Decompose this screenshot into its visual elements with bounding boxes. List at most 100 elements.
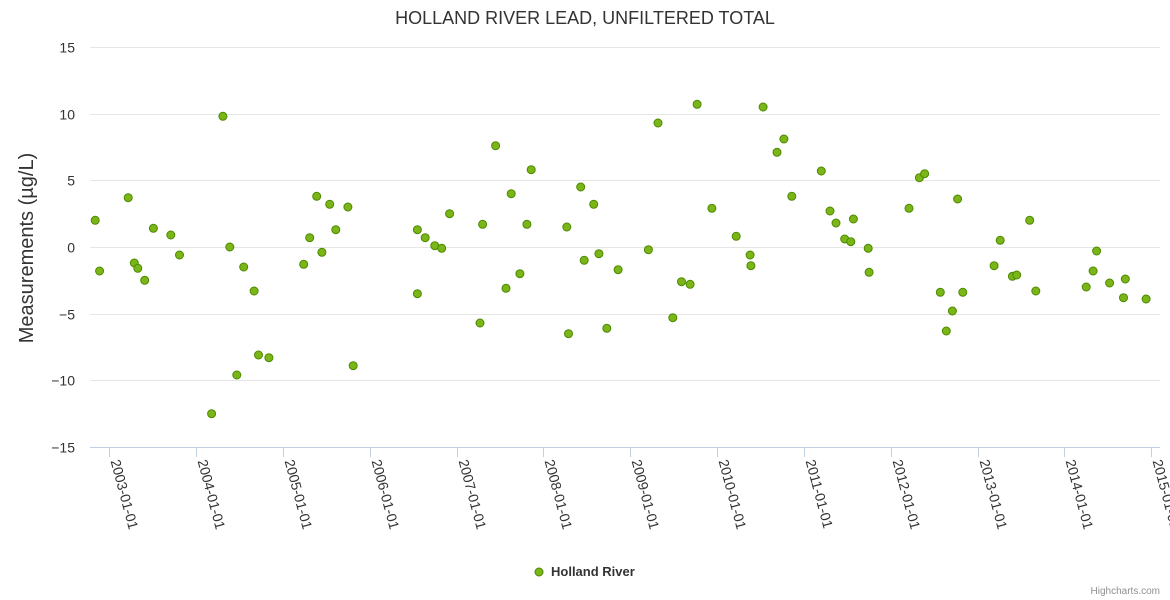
data-point[interactable] bbox=[166, 230, 176, 240]
data-point[interactable] bbox=[225, 242, 235, 252]
data-point[interactable] bbox=[1120, 274, 1130, 284]
data-point[interactable] bbox=[305, 233, 315, 243]
data-point[interactable] bbox=[831, 218, 841, 228]
x-tick-label: 2013-01-01 bbox=[977, 458, 1011, 532]
data-point[interactable] bbox=[816, 166, 826, 176]
data-point[interactable] bbox=[515, 269, 525, 279]
legend-label[interactable]: Holland River bbox=[551, 564, 635, 579]
data-point[interactable] bbox=[95, 266, 105, 276]
data-point[interactable] bbox=[437, 243, 447, 253]
data-point[interactable] bbox=[232, 370, 242, 380]
data-point[interactable] bbox=[148, 223, 158, 233]
data-point[interactable] bbox=[1088, 266, 1098, 276]
y-tick-label: 5 bbox=[67, 173, 75, 189]
data-point[interactable] bbox=[133, 263, 143, 273]
y-axis-label: Measurements (µg/L) bbox=[16, 153, 38, 343]
data-point[interactable] bbox=[1081, 282, 1091, 292]
data-point[interactable] bbox=[564, 329, 573, 339]
x-tick-label: 2011-01-01 bbox=[803, 458, 837, 531]
data-point[interactable] bbox=[207, 409, 217, 419]
data-series-holland-river[interactable] bbox=[90, 99, 1151, 419]
data-point[interactable] bbox=[576, 182, 586, 192]
data-point[interactable] bbox=[772, 147, 782, 157]
data-point[interactable] bbox=[613, 265, 623, 275]
x-tick-label: 2012-01-01 bbox=[890, 458, 924, 532]
data-point[interactable] bbox=[846, 237, 856, 247]
data-point[interactable] bbox=[863, 243, 873, 253]
data-point[interactable] bbox=[692, 99, 702, 109]
data-point[interactable] bbox=[953, 194, 963, 204]
data-point[interactable] bbox=[787, 191, 797, 201]
data-point[interactable] bbox=[412, 289, 422, 299]
data-point[interactable] bbox=[264, 353, 274, 363]
data-point[interactable] bbox=[501, 283, 511, 293]
data-point[interactable] bbox=[758, 102, 768, 112]
data-point[interactable] bbox=[958, 287, 968, 297]
data-point[interactable] bbox=[90, 215, 100, 225]
data-point[interactable] bbox=[602, 323, 612, 333]
data-point[interactable] bbox=[249, 286, 259, 296]
data-point[interactable] bbox=[140, 275, 150, 285]
data-point[interactable] bbox=[935, 287, 945, 297]
data-point[interactable] bbox=[343, 202, 353, 212]
data-point[interactable] bbox=[904, 203, 914, 213]
data-point[interactable] bbox=[1092, 246, 1102, 256]
data-point[interactable] bbox=[412, 225, 422, 235]
data-point[interactable] bbox=[562, 222, 572, 232]
data-point[interactable] bbox=[526, 165, 536, 175]
data-point[interactable] bbox=[348, 361, 358, 371]
data-point[interactable] bbox=[579, 255, 589, 265]
legend[interactable]: Holland River bbox=[534, 564, 635, 579]
data-point[interactable] bbox=[325, 199, 335, 209]
y-tick-label: 10 bbox=[59, 107, 75, 123]
data-point[interactable] bbox=[506, 189, 516, 199]
credits-link[interactable]: Highcharts.com bbox=[1091, 586, 1160, 597]
data-point[interactable] bbox=[1031, 286, 1041, 296]
data-point[interactable] bbox=[317, 247, 327, 257]
data-point[interactable] bbox=[848, 214, 858, 224]
data-point[interactable] bbox=[594, 249, 604, 259]
y-tick-label: −15 bbox=[51, 440, 75, 456]
data-point[interactable] bbox=[239, 262, 249, 272]
data-point[interactable] bbox=[677, 277, 686, 287]
x-tick-label: 2003-01-01 bbox=[108, 458, 142, 532]
data-point[interactable] bbox=[731, 231, 741, 241]
data-point[interactable] bbox=[1119, 293, 1128, 303]
data-point[interactable] bbox=[779, 134, 789, 144]
data-point[interactable] bbox=[475, 318, 485, 328]
data-point[interactable] bbox=[589, 199, 599, 209]
data-point[interactable] bbox=[947, 306, 957, 316]
data-point[interactable] bbox=[745, 250, 755, 260]
data-point[interactable] bbox=[707, 203, 717, 213]
data-point[interactable] bbox=[491, 141, 501, 151]
data-point[interactable] bbox=[920, 169, 930, 179]
data-point[interactable] bbox=[1025, 215, 1035, 225]
data-point[interactable] bbox=[746, 261, 756, 271]
data-point[interactable] bbox=[685, 279, 695, 289]
data-point[interactable] bbox=[643, 245, 653, 255]
data-point[interactable] bbox=[312, 191, 322, 201]
data-point[interactable] bbox=[653, 118, 663, 128]
y-tick-label: −10 bbox=[51, 373, 75, 389]
data-point[interactable] bbox=[1105, 278, 1115, 288]
data-point[interactable] bbox=[123, 193, 133, 203]
data-point[interactable] bbox=[420, 233, 430, 243]
data-point[interactable] bbox=[989, 261, 999, 271]
data-point[interactable] bbox=[522, 219, 532, 229]
data-point[interactable] bbox=[1141, 294, 1151, 304]
data-point[interactable] bbox=[218, 111, 228, 121]
data-point[interactable] bbox=[825, 206, 835, 216]
data-point[interactable] bbox=[445, 209, 455, 219]
data-point[interactable] bbox=[668, 313, 678, 323]
data-point[interactable] bbox=[995, 235, 1005, 245]
data-point[interactable] bbox=[1012, 270, 1022, 280]
data-point[interactable] bbox=[478, 219, 488, 229]
x-tick-label: 2015-01-01 bbox=[1150, 458, 1170, 532]
data-point[interactable] bbox=[864, 267, 874, 277]
data-point[interactable] bbox=[254, 350, 263, 360]
data-point[interactable] bbox=[331, 225, 341, 235]
data-point[interactable] bbox=[299, 259, 309, 269]
data-point[interactable] bbox=[941, 326, 951, 336]
data-point[interactable] bbox=[175, 250, 184, 260]
